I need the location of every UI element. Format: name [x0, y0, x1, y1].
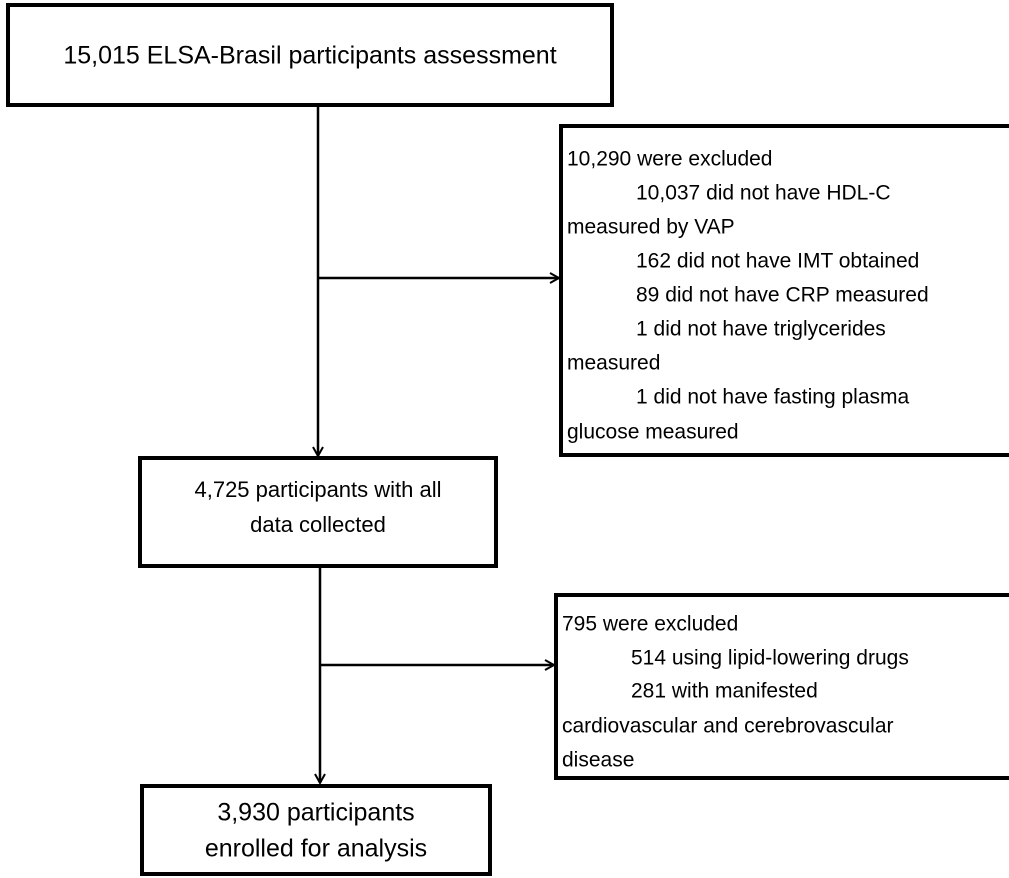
- box-text: 15,015 ELSA-Brasil participants assessme…: [63, 42, 556, 70]
- box-text: disease: [562, 749, 634, 772]
- box-text: 795 were excluded: [562, 613, 738, 636]
- box-text: 10,290 were excluded: [567, 148, 772, 171]
- box-text: 1 did not have triglycerides: [636, 318, 886, 341]
- box-text: 3,930 participants: [217, 799, 414, 827]
- box-text: measured: [567, 352, 660, 375]
- box-text: 162 did not have IMT obtained: [636, 250, 919, 273]
- box-text: 514 using lipid-lowering drugs: [631, 647, 909, 670]
- box-text: enrolled for analysis: [205, 835, 427, 863]
- box-text: measured by VAP: [567, 216, 735, 239]
- box-text: 10,037 did not have HDL-C: [636, 182, 891, 205]
- box: [559, 124, 1009, 457]
- box-text: data collected: [250, 512, 386, 537]
- box: [554, 593, 1009, 780]
- box-text: 4,725 participants with all: [194, 477, 441, 502]
- box: [140, 784, 492, 876]
- box-text: 281 with manifested: [631, 680, 818, 703]
- box-text: 1 did not have fasting plasma: [636, 386, 909, 409]
- box-text: 89 did not have CRP measured: [636, 284, 929, 307]
- box-text: glucose measured: [567, 421, 739, 444]
- box: [138, 456, 498, 568]
- box-text: cardiovascular and cerebrovascular: [562, 715, 894, 738]
- box: [6, 3, 614, 107]
